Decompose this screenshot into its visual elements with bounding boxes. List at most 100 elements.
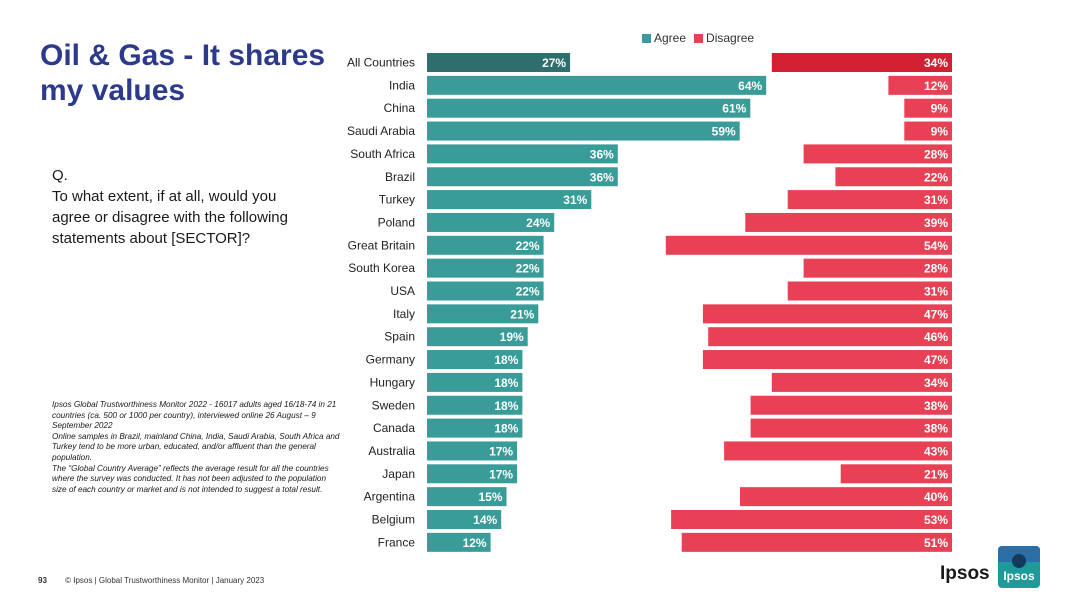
disagree-bar [681,532,952,552]
agree-value-label: 15% [478,490,502,504]
disagree-bar [787,190,952,210]
legend-item-disagree: Disagree [694,31,754,45]
disagree-bar [835,167,952,187]
disagree-value-label: 39% [924,216,948,230]
agree-bar [427,75,767,95]
category-label: South Africa [350,147,415,161]
agree-bar [427,327,528,347]
category-label: Brazil [385,170,415,184]
category-label: France [378,535,416,549]
disagree-bar [771,372,952,392]
category-label: Italy [393,307,415,321]
disagree-value-label: 40% [924,490,948,504]
agree-value-label: 21% [510,307,534,321]
agree-bar [427,350,523,370]
agree-bar [427,395,523,415]
agree-bar [427,487,507,507]
disagree-bar [671,510,952,529]
disagree-bar [771,53,952,72]
agree-bar [427,53,571,72]
category-label: Sweden [372,398,415,412]
disagree-value-label: 51% [924,536,948,550]
disagree-bar [803,258,952,278]
disagree-value-label: 28% [924,262,948,276]
disagree-bar [724,441,952,461]
agree-value-label: 18% [494,353,518,367]
category-label: Great Britain [348,238,415,252]
agree-bar [427,258,544,278]
disagree-value-label: 22% [924,170,948,184]
agree-bar [427,510,502,529]
disagree-bar [803,144,952,164]
legend-item-agree: Agree [642,31,686,45]
note-paragraph: Online samples in Brazil, mainland China… [52,431,340,462]
disagree-value-label: 43% [924,444,948,458]
disagree-value-label: 38% [924,422,948,436]
agree-value-label: 27% [542,56,566,70]
disagree-value-label: 9% [931,125,949,139]
agree-value-label: 59% [712,125,736,139]
legend-swatch-agree [642,33,651,43]
agree-bar [427,532,491,552]
agree-bar [427,190,592,210]
category-label: Belgium [372,513,415,527]
agree-bar [427,372,523,392]
ipsos-wordmark: Ipsos [940,563,990,584]
disagree-bar [708,327,952,347]
note-paragraph: The “Global Country Average” reflects th… [52,463,329,494]
agree-bar [427,144,618,164]
disagree-bar [665,235,952,255]
page-number: 93 [38,576,47,585]
agree-bar [427,235,544,255]
disagree-value-label: 46% [924,330,948,344]
agree-bar [427,441,518,461]
disagree-value-label: 12% [924,79,948,93]
agree-value-label: 12% [463,536,487,550]
disagree-value-label: 21% [924,467,948,481]
category-label: Japan [382,467,415,481]
disagree-bar [888,75,952,95]
category-label: Turkey [379,193,415,207]
disagree-bar [904,98,952,118]
ipsos-logo-icon: Ipsos [998,546,1040,588]
agree-value-label: 18% [494,399,518,413]
category-label: China [384,101,416,115]
agree-value-label: 17% [489,467,513,481]
disagree-value-label: 54% [924,239,948,253]
agree-bar [427,167,618,187]
agree-value-label: 17% [489,444,513,458]
agree-value-label: 24% [526,216,550,230]
disagree-bar [740,487,952,507]
agree-bar [427,304,539,324]
agree-value-label: 14% [473,513,497,527]
agree-bar [427,464,518,484]
disagree-bar [702,304,952,324]
category-label: Spain [384,330,415,344]
agree-bar [427,418,523,438]
legend-label-agree: Agree [654,31,687,45]
logo-badge-text: Ipsos [1003,569,1035,583]
disagree-value-label: 28% [924,147,948,161]
agree-value-label: 61% [722,102,746,116]
disagree-bar [904,121,952,141]
agree-value-label: 22% [516,285,540,299]
agree-value-label: 36% [590,170,614,184]
agree-bar [427,281,544,301]
category-label: All Countries [347,56,415,70]
agree-value-label: 22% [516,239,540,253]
disagree-value-label: 53% [924,513,948,527]
disagree-value-label: 47% [924,353,948,367]
question-text: To what extent, if at all, would you agr… [52,188,288,247]
agree-bar [427,212,555,232]
agree-value-label: 19% [500,330,524,344]
disagree-bar [702,350,952,370]
agree-bar [427,121,740,141]
category-label: Canada [373,421,415,435]
methodology-notes: Ipsos Global Trustworthiness Monitor 202… [52,400,342,495]
category-label: Hungary [370,375,415,389]
disagree-value-label: 38% [924,399,948,413]
disagree-value-label: 47% [924,307,948,321]
disagree-bar [787,281,952,301]
category-label: Australia [368,444,415,458]
